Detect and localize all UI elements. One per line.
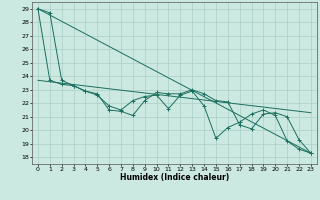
X-axis label: Humidex (Indice chaleur): Humidex (Indice chaleur) [120, 173, 229, 182]
